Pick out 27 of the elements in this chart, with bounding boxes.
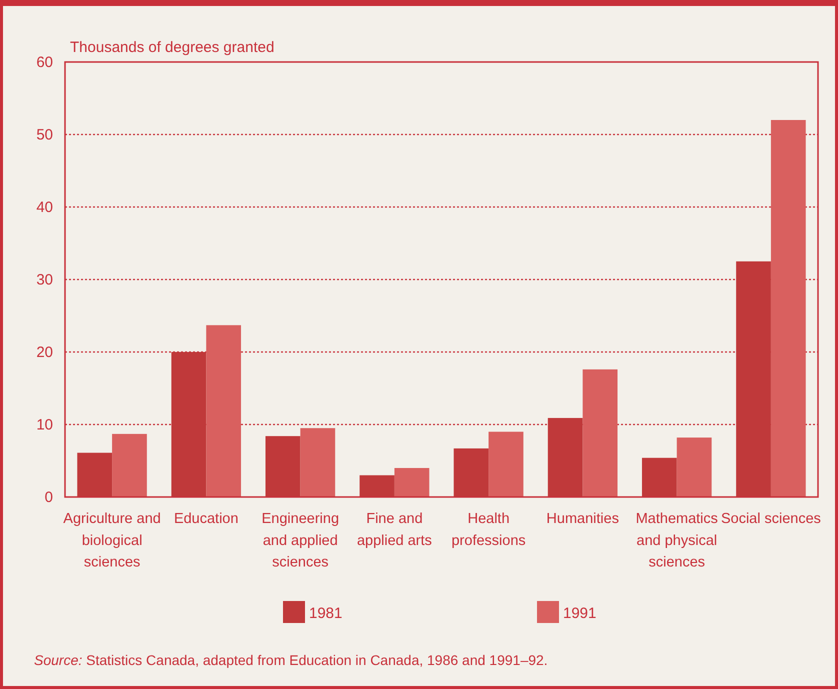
- x-tick-label: Humanities: [546, 511, 619, 527]
- y-tick-label: 40: [36, 198, 53, 216]
- y-tick-label: 10: [36, 416, 53, 434]
- x-tick-label: Engineering and applied sciences: [262, 511, 340, 570]
- x-tick-label: Fine and applied arts: [356, 511, 432, 549]
- bar: [112, 434, 147, 497]
- y-tick-label: 30: [36, 271, 53, 288]
- bar: [206, 325, 242, 497]
- x-tick-label: Mathematics and physical sciences: [636, 511, 718, 570]
- x-tick-label: Social sciences: [720, 511, 821, 527]
- source-note: Source: Statistics Canada, adapted from Education in Canada, 1986 and 1991–92.: [34, 652, 548, 668]
- bar: [394, 468, 430, 497]
- bar: [488, 432, 524, 497]
- y-tick-label: 50: [36, 126, 53, 144]
- x-tick-label: Education: [174, 511, 238, 527]
- bar: [676, 438, 712, 497]
- y-tick-label: 20: [36, 344, 53, 361]
- y-axis-title: Thousands of degrees granted: [70, 39, 274, 56]
- bar: [582, 369, 618, 497]
- bar: [300, 428, 336, 497]
- bar: [770, 120, 806, 497]
- x-tick-label: Agriculture and biological sciences: [63, 511, 161, 570]
- y-tick-label: 60: [36, 54, 53, 71]
- x-tick-label: Health professions: [451, 511, 526, 549]
- y-tick-label: 0: [44, 488, 53, 506]
- legend-label: 1981: [309, 605, 342, 622]
- legend-label: 1991: [563, 605, 596, 622]
